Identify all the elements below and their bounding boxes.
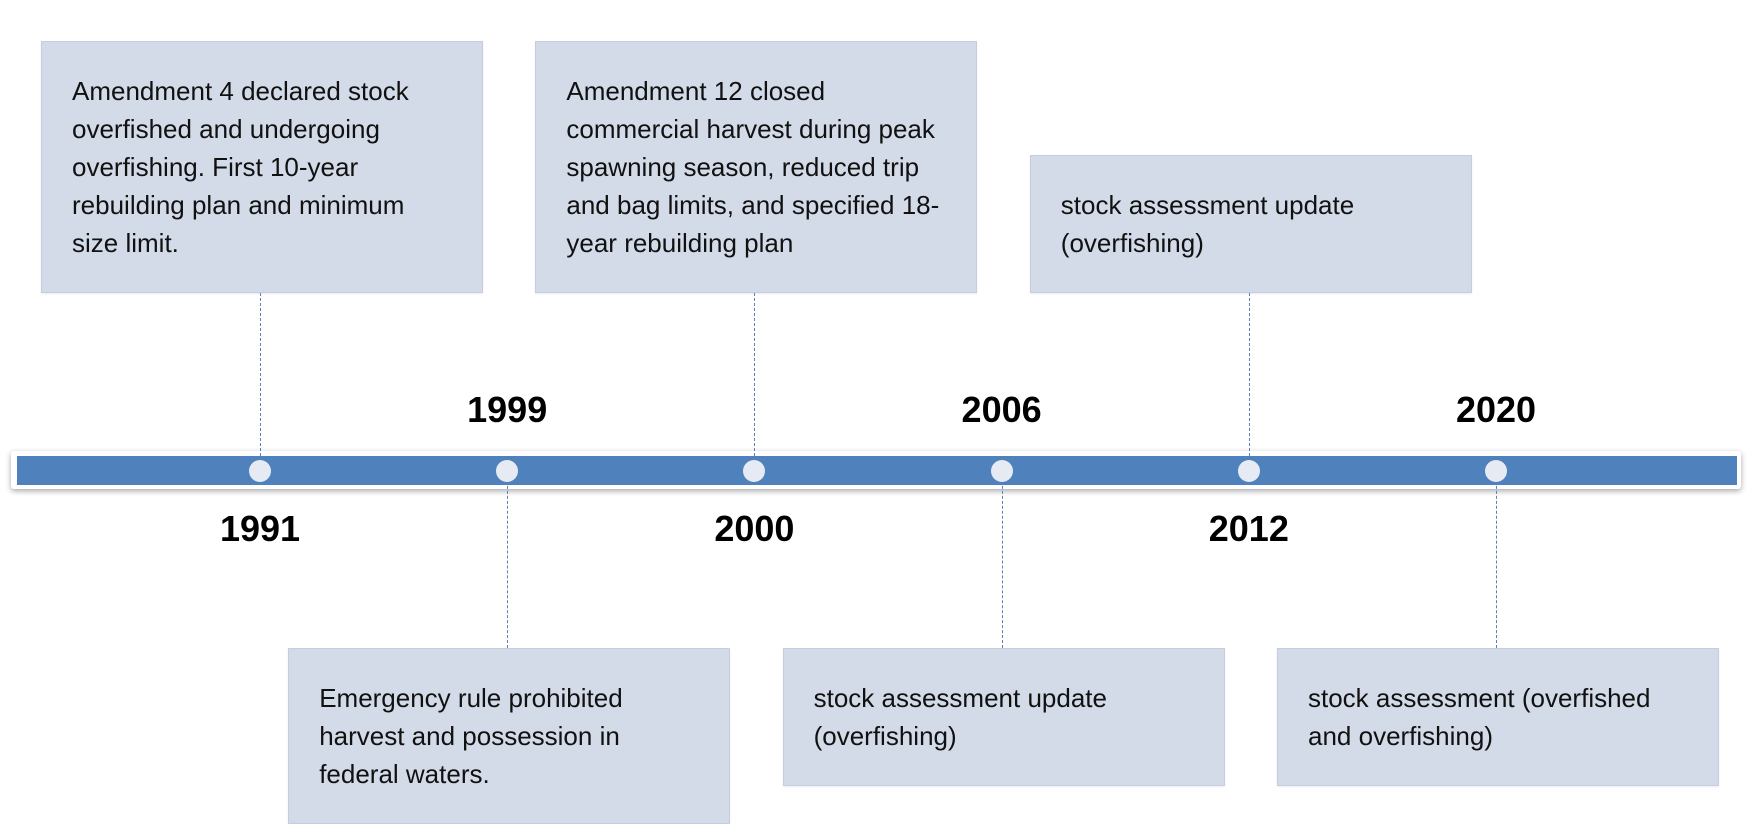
event-box: Amendment 4 declared stock overfished an…: [41, 41, 483, 293]
event-box: Amendment 12 closed commercial harvest d…: [535, 41, 978, 293]
timeline-dot: [1485, 460, 1507, 482]
timeline-dot: [249, 460, 271, 482]
year-label: 1999: [467, 389, 548, 430]
connector: [1496, 471, 1497, 648]
year-label: 1991: [219, 508, 301, 549]
year-label: 2000: [714, 508, 795, 549]
timeline-bar: [17, 456, 1737, 485]
connector: [1001, 471, 1003, 648]
connector: [1248, 293, 1250, 471]
event-box: stock assessment update (overfishing): [1029, 155, 1472, 293]
timeline-dot: [496, 460, 519, 482]
event-box: Emergency rule prohibited harvest and po…: [288, 648, 731, 824]
year-label: 2006: [961, 389, 1042, 430]
year-label: 2012: [1208, 508, 1289, 549]
year-label: 2020: [1455, 389, 1537, 430]
timeline-dot: [990, 460, 1013, 482]
timeline-dot: [1237, 460, 1260, 482]
connector: [754, 293, 756, 471]
timeline-dot: [743, 460, 766, 482]
connector: [260, 293, 261, 471]
event-box: stock assessment (overfished and overfis…: [1277, 648, 1719, 786]
connector: [507, 471, 509, 648]
event-box: stock assessment update (overfishing): [782, 648, 1225, 786]
